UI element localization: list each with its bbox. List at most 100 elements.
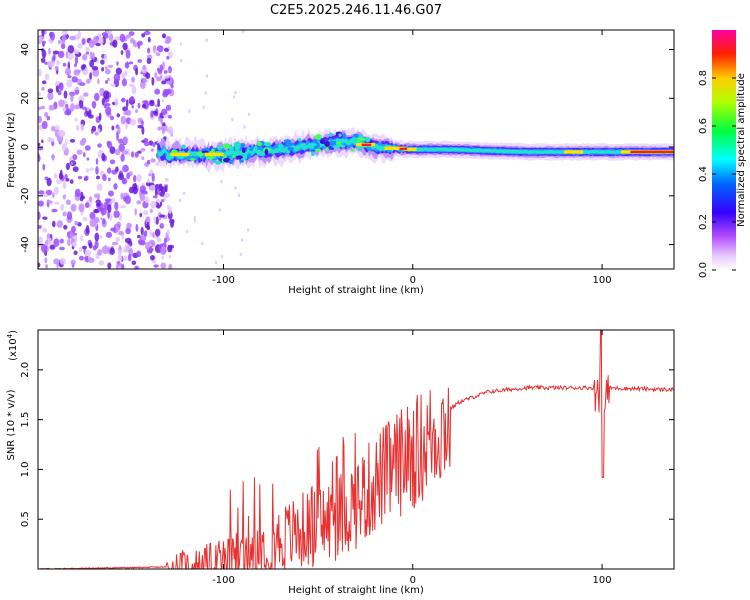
snr-multiplier-exp: 4 (6, 333, 14, 338)
noise-blob (146, 159, 151, 165)
noise-blob (154, 49, 157, 55)
noise-blob (141, 126, 145, 135)
noise-blob (102, 245, 109, 255)
noise-blob (162, 61, 165, 71)
noise-blob (149, 230, 153, 237)
noise-blob (70, 203, 77, 212)
colorbar-tick-label: 0.4 (698, 166, 709, 182)
noise-blob (155, 216, 159, 225)
noise-blob (154, 187, 158, 196)
noise-blob (73, 49, 80, 55)
noise-blob (47, 237, 52, 246)
noise-blob (38, 115, 42, 124)
noise-blob (167, 45, 171, 50)
noise-blob (62, 211, 67, 217)
noise-blob (146, 57, 152, 65)
noise-blob (131, 260, 137, 266)
noise-blob (60, 169, 63, 177)
noise-blob (55, 85, 60, 93)
noise-blob (94, 240, 99, 249)
noise-blob (72, 166, 79, 173)
noise-blob (243, 125, 246, 129)
noise-blob (204, 91, 207, 95)
noise-blob (82, 54, 88, 61)
noise-blob (75, 69, 81, 74)
noise-blob (134, 151, 139, 158)
noise-blob (156, 76, 162, 82)
noise-blob (163, 70, 168, 74)
noise-blob (150, 200, 157, 209)
noise-blob (128, 61, 134, 65)
spectrogram-y-ticks: -40 -20 0 20 40 (20, 43, 674, 253)
noise-blob (193, 218, 197, 223)
noise-blob (168, 254, 171, 259)
noise-blob (186, 229, 189, 234)
noise-blob (141, 182, 146, 187)
noise-blob (120, 97, 126, 103)
noise-blob (135, 67, 139, 76)
signal-blob (353, 133, 359, 138)
noise-blob (65, 178, 70, 182)
noise-blob (123, 255, 128, 261)
noise-blob (141, 103, 147, 109)
noise-blob (136, 250, 142, 258)
noise-blob (107, 77, 110, 82)
noise-blob (88, 114, 94, 119)
noise-blob (139, 212, 143, 218)
noise-blob (38, 147, 44, 151)
noise-blob (74, 104, 80, 110)
noise-blob (126, 222, 132, 229)
noise-blob (118, 173, 124, 181)
noise-blob (69, 138, 76, 143)
signal-blob (310, 151, 315, 157)
noise-blob (239, 252, 242, 257)
colorbar-gradient (712, 30, 736, 270)
noise-blob (85, 168, 90, 173)
noise-blob (73, 250, 78, 256)
noise-blob (80, 191, 84, 199)
noise-blob (127, 254, 132, 262)
noise-blob (105, 30, 113, 34)
noise-blob (136, 200, 142, 205)
noise-blob (164, 185, 168, 193)
spectrogram-marks (38, 30, 674, 269)
noise-blob (141, 33, 146, 38)
noise-blob (85, 225, 90, 234)
noise-blob (123, 111, 129, 116)
noise-blob (53, 238, 60, 247)
noise-blob (97, 249, 103, 256)
noise-blob (142, 64, 147, 71)
noise-blob (165, 104, 172, 111)
colorbar-ticks: 0.0 0.2 0.4 0.6 0.8 (698, 70, 736, 278)
noise-blob (67, 45, 75, 54)
noise-blob (96, 183, 103, 191)
y-tick-label: -20 (20, 188, 31, 204)
noise-blob (61, 35, 67, 42)
noise-blob (131, 76, 135, 83)
noise-blob (102, 174, 107, 182)
noise-blob (158, 185, 164, 192)
noise-blob (142, 79, 148, 83)
noise-blob (104, 68, 111, 75)
snr-series-line (38, 330, 674, 569)
noise-blob (58, 99, 65, 108)
noise-blob (131, 151, 135, 158)
noise-blob (115, 236, 121, 243)
noise-blob (162, 127, 165, 135)
noise-blob (71, 225, 76, 234)
noise-blob (161, 108, 168, 115)
noise-blob (63, 224, 68, 230)
noise-blob (67, 52, 74, 61)
noise-blob (103, 54, 108, 61)
noise-blob (166, 229, 170, 236)
noise-blob (117, 125, 121, 135)
noise-blob (113, 73, 121, 82)
noise-blob (124, 61, 130, 69)
noise-blob (82, 106, 87, 110)
noise-blob (164, 177, 169, 182)
noise-blob (57, 90, 62, 96)
noise-blob (63, 90, 68, 99)
noise-blob (163, 195, 166, 202)
noise-blob (205, 38, 208, 42)
signal-blob (364, 136, 371, 143)
